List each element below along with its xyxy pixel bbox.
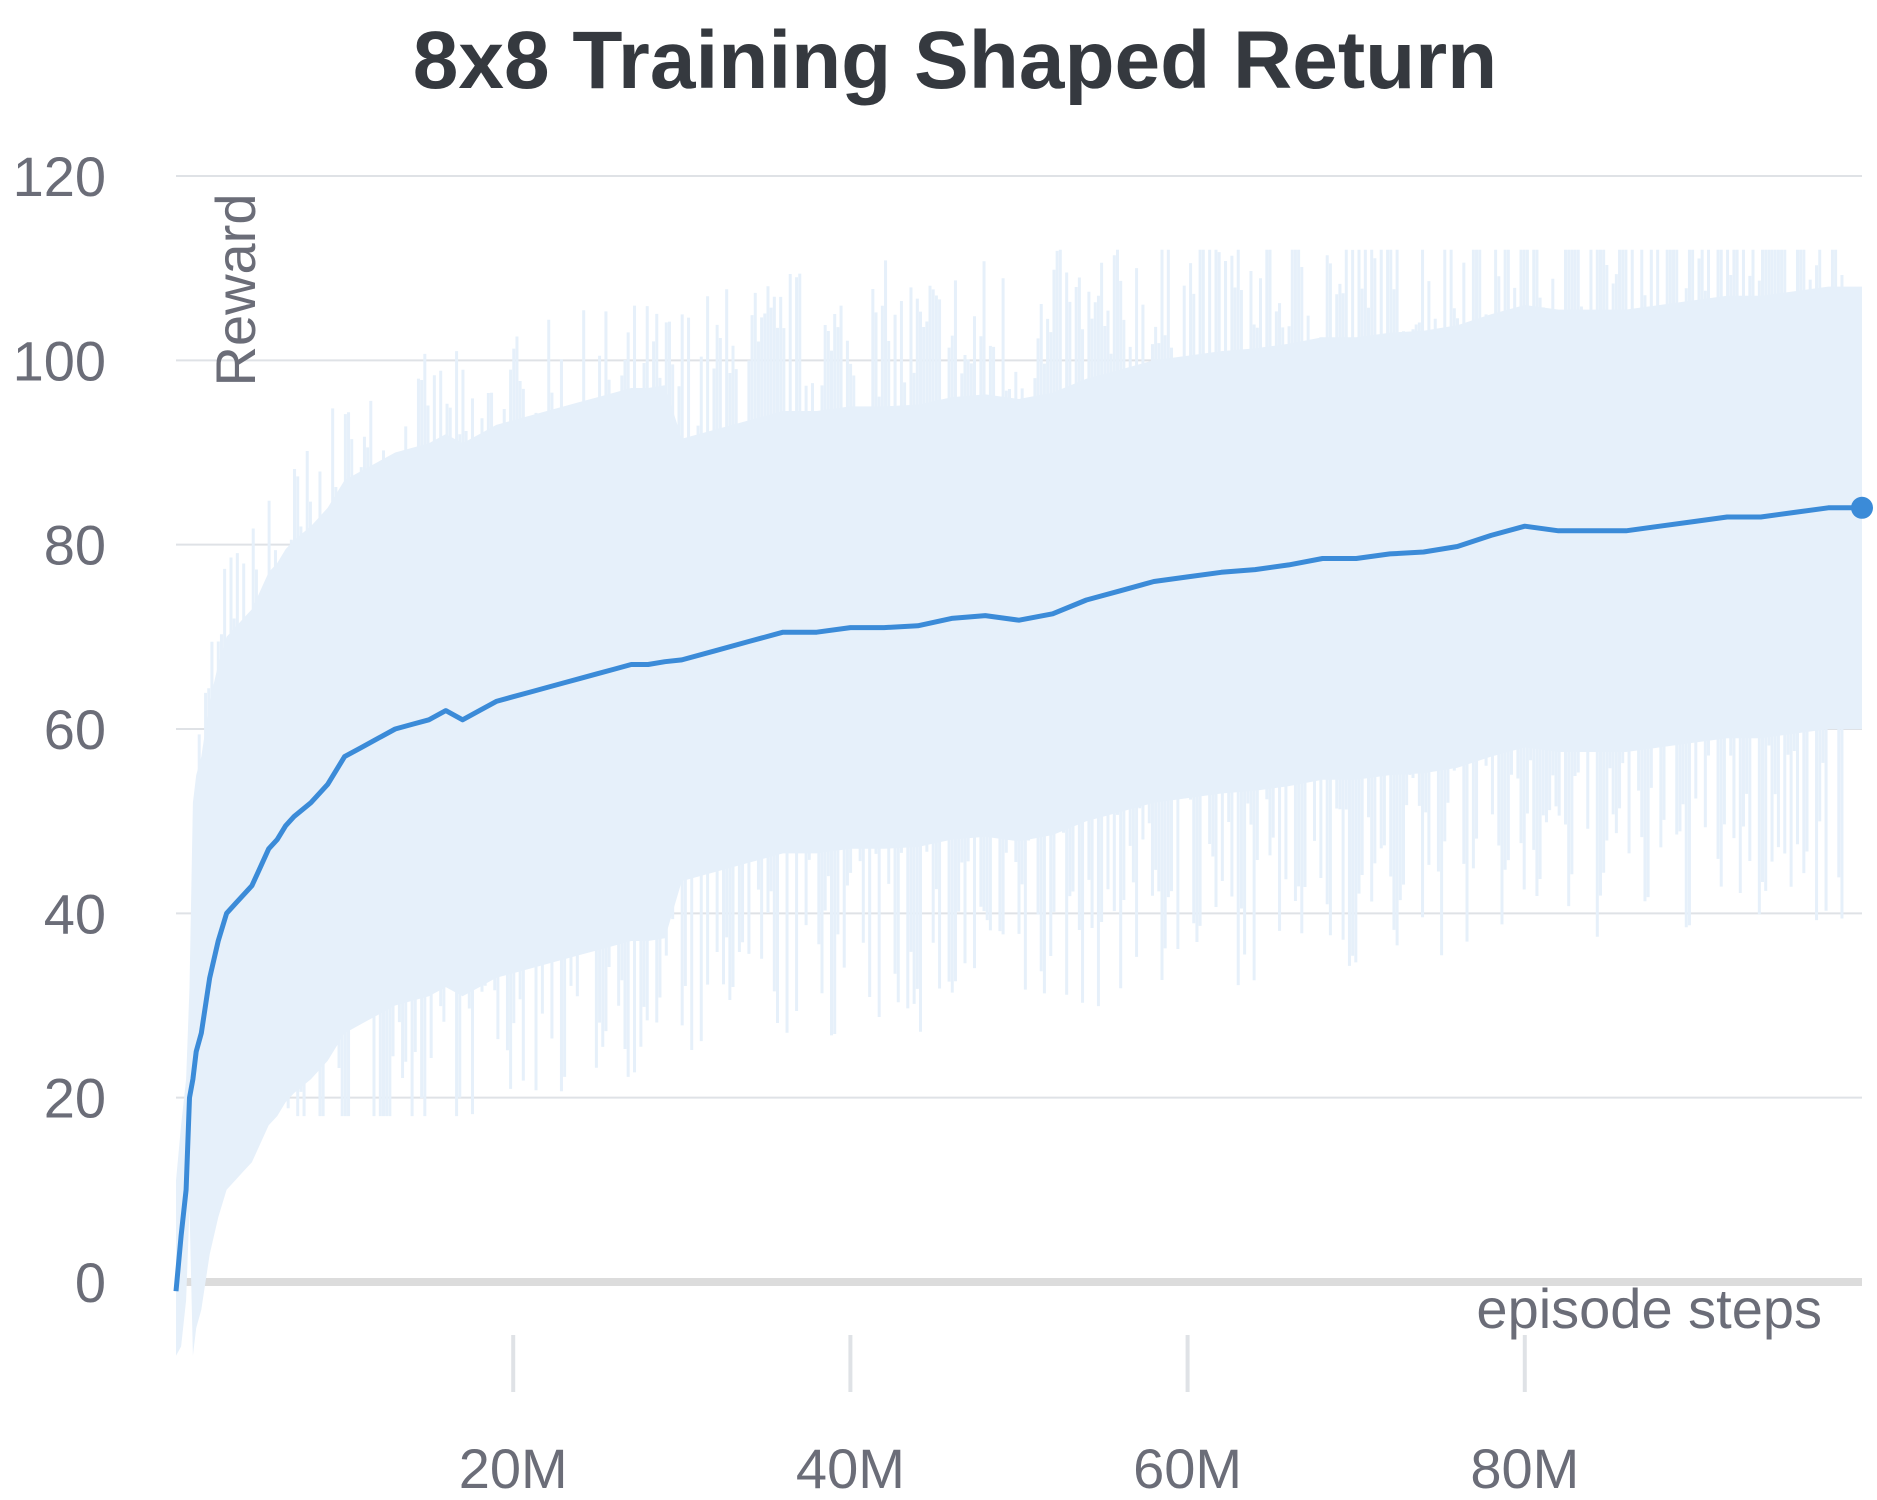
x-axis-label: episode steps <box>1476 1277 1822 1340</box>
x-tick-label: 80M <box>1470 1437 1579 1500</box>
chart-title: 8x8 Training Shaped Return <box>413 15 1497 106</box>
x-tick-label: 20M <box>459 1437 568 1500</box>
variance-band <box>176 249 1862 1356</box>
y-tick-label: 40 <box>44 882 106 945</box>
x-tick-label: 40M <box>796 1437 905 1500</box>
y-axis: 0 20 40 60 80 100 120 <box>13 145 106 1314</box>
y-tick-label: 0 <box>75 1251 106 1314</box>
series-line <box>173 505 1862 1292</box>
x-tick-label: 60M <box>1133 1437 1242 1500</box>
y-tick-label: 20 <box>44 1067 106 1130</box>
plot-area <box>173 496 1873 1292</box>
y-tick-label: 80 <box>44 514 106 577</box>
series-end-point <box>1851 496 1873 519</box>
y-tick-label: 120 <box>13 145 106 208</box>
x-axis: 20M 40M 60M 80M <box>459 1335 1579 1500</box>
y-axis-label: Reward <box>204 194 267 387</box>
y-tick-label: 100 <box>13 329 106 392</box>
y-tick-label: 60 <box>44 698 106 761</box>
